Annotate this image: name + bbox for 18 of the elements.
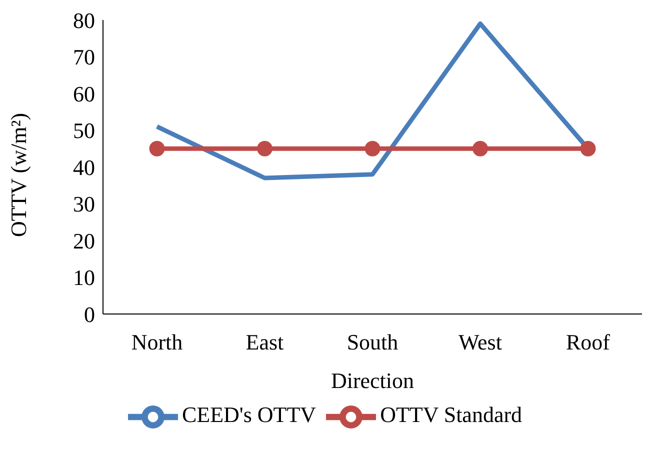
x-tick-label: South <box>346 330 398 355</box>
y-tick-label: 60 <box>73 81 95 106</box>
y-tick-label: 80 <box>73 8 95 33</box>
y-axis-title: OTTV (w/m²) <box>6 112 31 237</box>
x-tick-label: East <box>246 330 284 355</box>
legend-label: OTTV Standard <box>380 402 522 428</box>
y-tick-label: 0 <box>84 302 95 327</box>
y-tick-label: 50 <box>73 118 95 144</box>
y-tick-label: 20 <box>73 228 95 254</box>
x-tick-label: North <box>131 330 183 355</box>
x-tick-label: Roof <box>566 330 611 355</box>
y-tick-label: 30 <box>73 192 95 217</box>
x-axis-title: Direction <box>330 368 414 393</box>
x-tick-label: West <box>458 330 502 355</box>
y-tick-label: 10 <box>73 265 95 290</box>
legend-label: CEED's OTTV <box>182 402 316 428</box>
y-tick-label: 70 <box>73 44 95 70</box>
y-tick-label: 40 <box>73 154 95 180</box>
